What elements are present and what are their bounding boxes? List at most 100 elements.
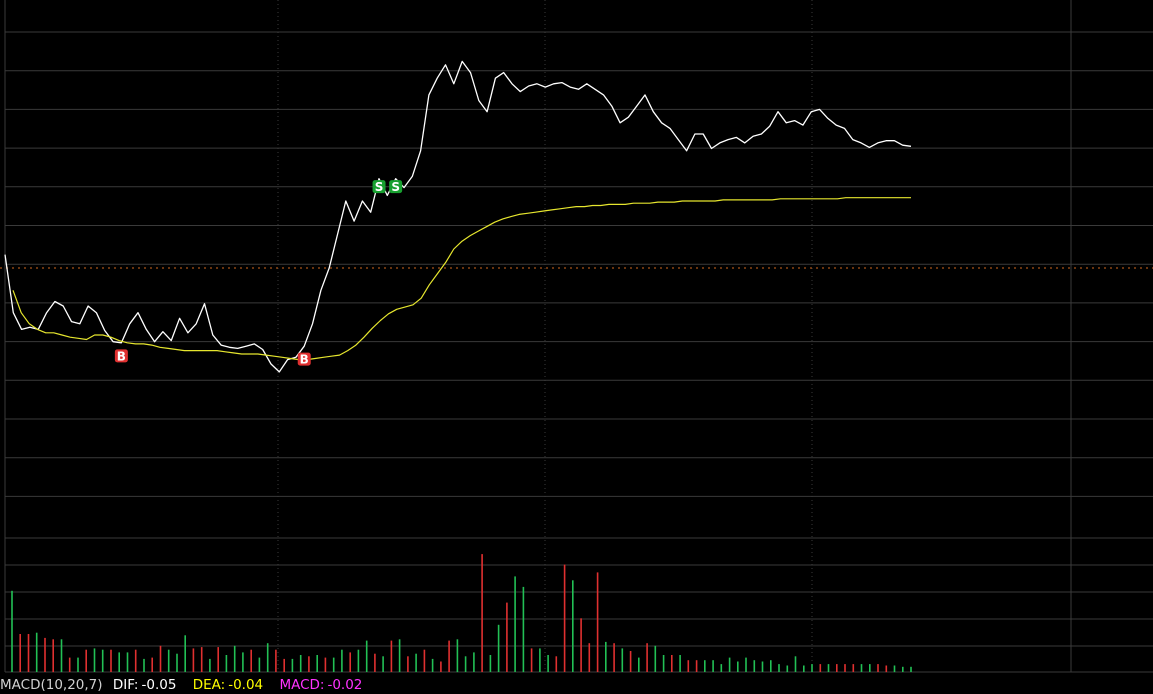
volume-bar-up <box>852 664 855 672</box>
volume-bar-down <box>93 648 96 672</box>
volume-bar-down <box>753 660 756 672</box>
volume-bar-down <box>621 648 624 672</box>
volume-bar-down <box>242 652 244 672</box>
buy-marker: B <box>114 349 128 363</box>
volume-bar-up <box>27 634 30 672</box>
volume-bar-down <box>233 645 236 672</box>
volume-bar-down <box>143 658 145 672</box>
macd-value: -0.02 <box>327 677 363 693</box>
macd-readout: MACD(10,20,7) DIF: -0.05 DEA: -0.04 MACD: -… <box>0 676 374 694</box>
sell-marker: S <box>372 180 386 194</box>
volume-bar-down <box>737 661 739 672</box>
volume-bar-down <box>184 635 186 672</box>
volume-bar-up <box>885 665 888 673</box>
volume-bar-down <box>225 655 228 672</box>
volume-bar-down <box>720 664 723 672</box>
volume-bar-up <box>134 649 137 672</box>
volume-bar-down <box>101 649 104 672</box>
marker-badge <box>297 352 311 366</box>
volume-bar-up <box>250 649 252 672</box>
volume-bar-up <box>448 640 450 672</box>
volume-bar-up <box>151 657 153 672</box>
volume-bar-up <box>836 664 838 672</box>
volume-bar-up <box>440 661 442 672</box>
sell-marker: S <box>389 180 403 194</box>
trade-markers: B B S S <box>114 180 403 367</box>
volume-bar-down <box>266 643 269 672</box>
volume-bar-down <box>398 639 401 673</box>
volume-bar-up <box>110 649 112 672</box>
volume-bar-down <box>704 660 706 672</box>
volume-bar-down <box>365 640 368 672</box>
volume-bar-down <box>464 656 467 672</box>
volume-bar-up <box>695 660 698 672</box>
macd-indicator-name: MACD(10,20,7) <box>0 677 103 693</box>
volume-bar-up <box>44 637 46 672</box>
volume-bar-up <box>200 647 203 672</box>
volume-bar-down <box>299 655 302 672</box>
volume-bar-down <box>291 658 294 672</box>
volume-bar-down <box>77 657 79 672</box>
volume-bar-down <box>176 653 178 672</box>
volume-bar-down <box>60 639 63 673</box>
volume-bar-down <box>893 665 896 673</box>
dea-label: DEA: <box>192 677 226 693</box>
volume-bar-up <box>563 564 566 672</box>
buy-marker: B <box>297 352 311 367</box>
volume-bar-down <box>489 655 492 672</box>
volume-bar-down <box>514 576 516 672</box>
average-price-line <box>12 197 911 361</box>
volume-bar-up <box>275 649 277 672</box>
volume-bar-up <box>68 657 71 672</box>
volume-bar-down <box>357 649 360 672</box>
volume-bar-up <box>349 652 351 672</box>
volume-bar-down <box>497 624 500 672</box>
volume-bar-up <box>877 664 879 672</box>
dea-readout: DEA: -0.04 <box>193 677 269 693</box>
macd-readout-value: MACD: -0.02 <box>279 677 368 693</box>
volume-bar-down <box>811 664 813 672</box>
volume-bar-down <box>547 655 549 672</box>
volume-bar-down <box>770 660 772 672</box>
volume-bar-down <box>712 660 714 672</box>
volume-bar-down <box>456 639 459 673</box>
volume-bar-up <box>423 649 426 672</box>
volume-bar-down <box>341 649 343 672</box>
volume-bar-down <box>332 657 335 672</box>
volume-bar-up <box>283 658 285 672</box>
dif-readout: DIF: -0.05 <box>113 677 183 693</box>
volume-bar-down <box>167 649 170 672</box>
volume-bar-up <box>580 618 582 672</box>
volume-bar-up <box>52 639 54 673</box>
volume-bar-up <box>613 643 615 672</box>
volume-bar-down <box>778 664 780 672</box>
volume-bar-up <box>671 655 673 672</box>
marker-badge <box>372 180 386 194</box>
volume-bar-up <box>819 664 822 672</box>
volume-bar-up <box>646 643 648 672</box>
volume-bar-down <box>745 657 747 672</box>
marker-label: S <box>375 180 384 194</box>
volume-bar-down <box>860 664 863 672</box>
volume-bar-down <box>786 665 789 673</box>
macd-label: MACD: <box>279 677 325 693</box>
volume-bar-up <box>192 648 195 672</box>
volume-bar-down <box>803 665 805 673</box>
volume-bar-up <box>481 554 483 672</box>
volume-bar-down <box>910 666 912 672</box>
marker-badge <box>114 349 128 363</box>
volume-bar-up <box>555 656 558 672</box>
volume-bar-down <box>431 658 434 672</box>
volume-bar-up <box>596 572 599 672</box>
volume-bar-up <box>390 640 393 672</box>
volume-bar-up <box>324 657 327 672</box>
volume-bar-down <box>638 657 640 672</box>
volume-bar-up <box>19 634 21 672</box>
marker-label: S <box>391 180 400 194</box>
volume-bar-down <box>728 657 731 672</box>
volume-bar-down <box>662 655 665 672</box>
marker-label: B <box>117 349 126 363</box>
volume-bar-up <box>530 648 533 672</box>
